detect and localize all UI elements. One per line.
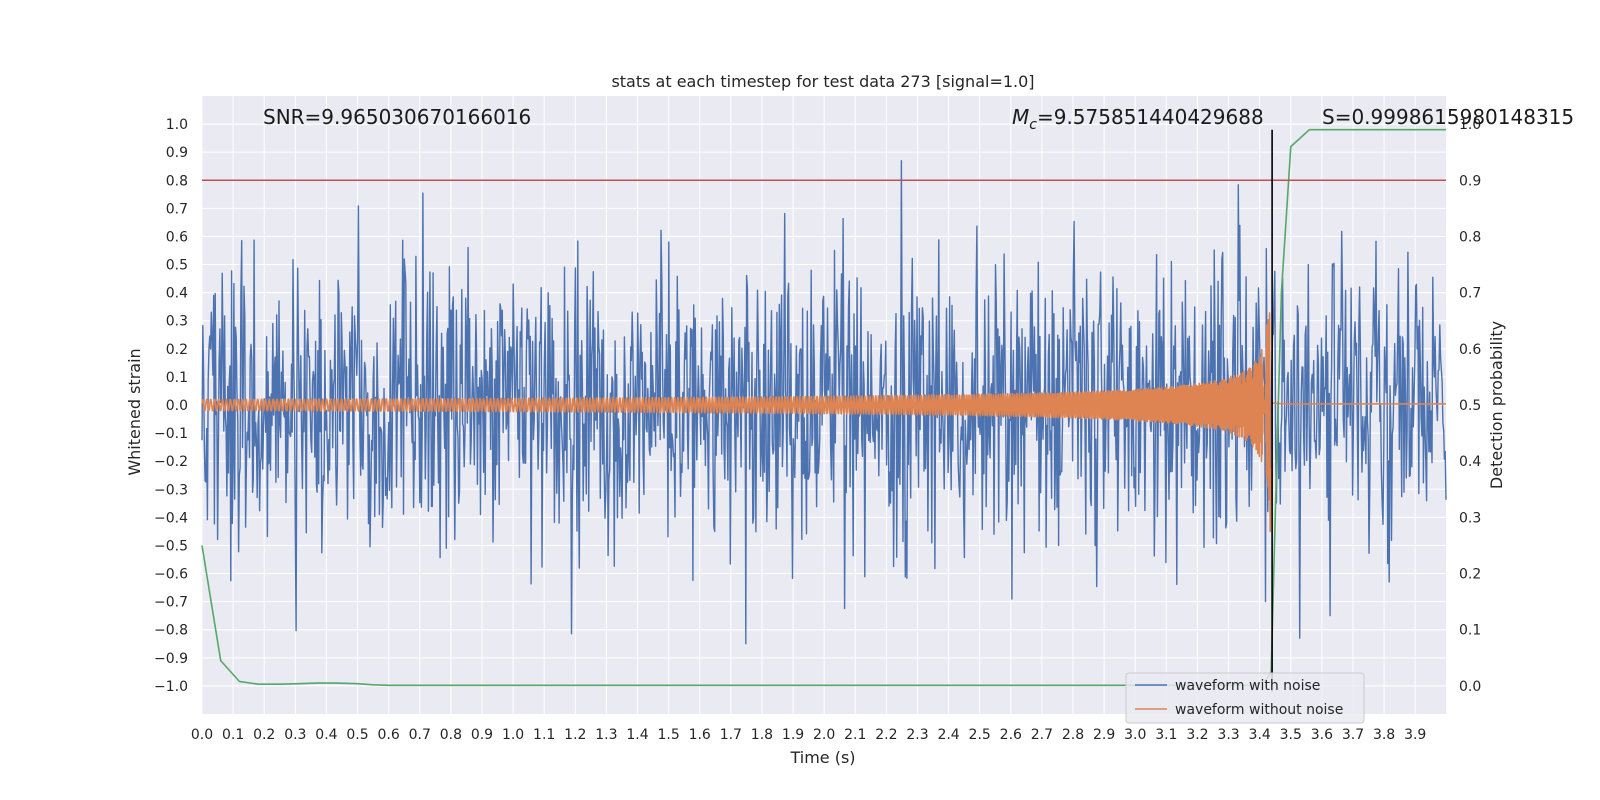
- x-tick-label: 2.3: [906, 727, 928, 743]
- y2-tick-label: 0.8: [1459, 229, 1481, 245]
- x-axis-label: Time (s): [789, 748, 855, 767]
- x-tick-label: 3.4: [1249, 727, 1271, 743]
- x-tick-label: 0.6: [378, 727, 400, 743]
- series-waveform-without-noise: [201, 312, 1447, 533]
- x-tick-label: 2.4: [937, 727, 959, 743]
- mc-value: =9.575851440429688: [1037, 105, 1264, 129]
- y2-tick-label: 0.0: [1459, 679, 1481, 695]
- x-tick-label: 0.4: [315, 727, 337, 743]
- y-tick-label: −0.9: [154, 651, 188, 667]
- mc-symbol: M: [1012, 105, 1029, 129]
- x-tick-label: 1.5: [657, 727, 679, 743]
- y-tick-label: 0.1: [166, 370, 188, 386]
- x-tick-label: 0.8: [440, 727, 462, 743]
- y2-tick-label: 0.2: [1459, 567, 1481, 583]
- y-axis-ticks: 1.0 0.9 0.8 0.7 0.6 0.5 0.4 0.3 0.2 0.1 0.0 −0.1 −0.…: [154, 117, 188, 695]
- series-waveform-with-noise: [201, 160, 1447, 645]
- x-tick-label: 3.9: [1404, 727, 1426, 743]
- x-tick-label: 1.7: [720, 727, 742, 743]
- x-tick-label: 3.5: [1280, 727, 1302, 743]
- legend-label-noise: waveform with noise: [1175, 678, 1320, 694]
- x-axis-ticks: 0.0 0.1 0.2 0.3 0.4 0.5 0.6 0.7 0.8 0.9 1.0 1.1 1.2 1…: [191, 727, 1426, 743]
- y2-tick-label: 0.4: [1459, 454, 1481, 470]
- y-tick-label: −0.7: [154, 595, 188, 611]
- x-tick-label: 0.0: [191, 727, 213, 743]
- y2-tick-label: 0.1: [1459, 623, 1481, 639]
- x-tick-label: 3.3: [1217, 727, 1239, 743]
- x-tick-label: 1.4: [626, 727, 648, 743]
- chart-title: stats at each timestep for test data 273…: [611, 72, 1034, 91]
- x-tick-label: 3.7: [1342, 727, 1364, 743]
- y-tick-label: 0.4: [166, 286, 188, 302]
- y2-tick-label: 0.6: [1459, 342, 1481, 358]
- y-tick-label: −0.2: [154, 454, 188, 470]
- x-tick-label: 2.0: [813, 727, 835, 743]
- x-tick-label: 0.1: [222, 727, 244, 743]
- y-tick-label: 0.2: [166, 342, 188, 358]
- x-tick-label: 1.9: [782, 727, 804, 743]
- y-tick-label: 0.5: [166, 258, 188, 274]
- x-tick-label: 1.6: [689, 727, 711, 743]
- x-tick-label: 0.9: [471, 727, 493, 743]
- y-axis-label: Whitened strain: [125, 348, 144, 475]
- x-tick-label: 2.8: [1062, 727, 1084, 743]
- y-tick-label: 0.6: [166, 229, 188, 245]
- y-tick-label: 0.0: [166, 398, 188, 414]
- x-tick-label: 0.2: [253, 727, 275, 743]
- x-tick-label: 0.5: [346, 727, 368, 743]
- x-tick-label: 3.1: [1155, 727, 1177, 743]
- legend: waveform with noise waveform without noi…: [1125, 672, 1365, 724]
- x-tick-label: 3.8: [1373, 727, 1395, 743]
- y-tick-label: −0.1: [154, 426, 188, 442]
- x-tick-label: 2.2: [875, 727, 897, 743]
- y2-tick-label: 0.7: [1459, 286, 1481, 302]
- y2-tick-label: 1.0: [1459, 117, 1481, 133]
- y-tick-label: −0.8: [154, 623, 188, 639]
- x-tick-label: 1.1: [533, 727, 555, 743]
- y-tick-label: −1.0: [154, 679, 188, 695]
- x-tick-label: 1.0: [502, 727, 524, 743]
- x-tick-label: 1.8: [751, 727, 773, 743]
- y-tick-label: 0.3: [166, 314, 188, 330]
- x-tick-label: 3.6: [1311, 727, 1333, 743]
- x-tick-label: 2.6: [1000, 727, 1022, 743]
- x-tick-label: 1.3: [595, 727, 617, 743]
- x-tick-label: 2.5: [969, 727, 991, 743]
- y2-axis-ticks: 1.0 0.9 0.8 0.7 0.6 0.5 0.4 0.3 0.2 0.1 0.0: [1459, 117, 1481, 695]
- series-detection-probability: [201, 128, 1446, 687]
- y-tick-label: 1.0: [166, 117, 188, 133]
- x-tick-label: 0.3: [284, 727, 306, 743]
- x-tick-label: 2.9: [1093, 727, 1115, 743]
- y-tick-label: −0.6: [154, 567, 188, 583]
- y-tick-label: 0.7: [166, 201, 188, 217]
- y-tick-label: −0.5: [154, 538, 188, 554]
- y-tick-label: 0.9: [166, 145, 188, 161]
- x-tick-label: 0.7: [409, 727, 431, 743]
- x-tick-label: 2.1: [844, 727, 866, 743]
- series-layer: [201, 128, 1447, 692]
- x-tick-label: 3.0: [1124, 727, 1146, 743]
- x-tick-label: 1.2: [564, 727, 586, 743]
- s-annotation: S=0.9998615980148315: [1322, 105, 1574, 129]
- y2-tick-label: 0.5: [1459, 398, 1481, 414]
- legend-box: [1125, 672, 1365, 724]
- y-tick-label: 0.8: [166, 173, 188, 189]
- snr-annotation: SNR=9.965030670166016: [263, 105, 531, 129]
- y2-tick-label: 0.9: [1459, 173, 1481, 189]
- y-tick-label: −0.3: [154, 482, 188, 498]
- x-tick-label: 2.7: [1031, 727, 1053, 743]
- y2-axis-label: Detection probability: [1487, 321, 1506, 489]
- mc-subscript: c: [1029, 117, 1037, 133]
- x-tick-label: 3.2: [1186, 727, 1208, 743]
- mc-annotation: Mc=9.575851440429688: [1012, 105, 1264, 133]
- y-tick-label: −0.4: [154, 510, 188, 526]
- legend-label-clean: waveform without noise: [1175, 702, 1343, 718]
- y2-tick-label: 0.3: [1459, 510, 1481, 526]
